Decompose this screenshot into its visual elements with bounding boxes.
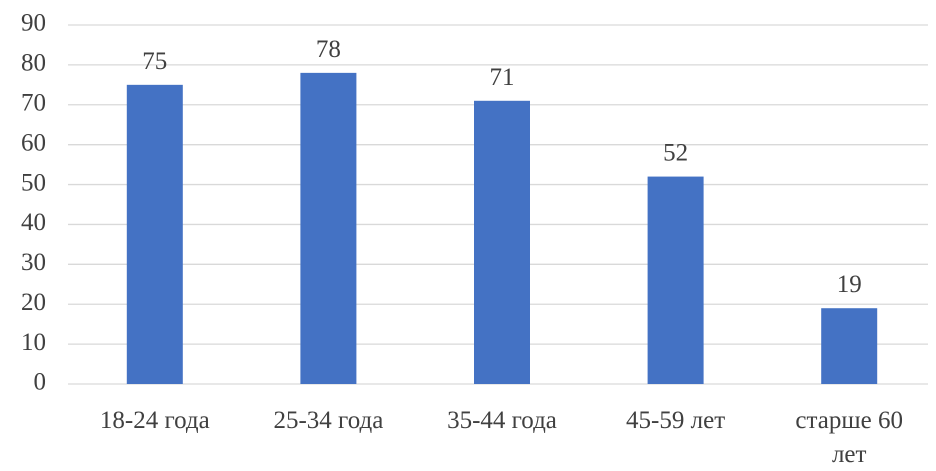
y-tick-label: 10 [21, 329, 46, 356]
bar [821, 308, 878, 384]
bars [126, 72, 878, 385]
y-tick-label: 20 [21, 289, 46, 316]
y-tick-label: 30 [21, 249, 46, 276]
y-tick-label: 80 [21, 50, 46, 77]
data-label: 19 [837, 271, 862, 298]
data-label: 52 [663, 140, 688, 167]
bar [474, 100, 530, 385]
x-tick-label: 35-44 года [447, 407, 557, 434]
data-label: 78 [316, 36, 341, 63]
y-tick-label: 90 [21, 10, 46, 37]
x-tick-label: 18-24 года [100, 407, 210, 434]
x-axis-labels: 18-24 года 25-34 года 35-44 года 45-59 лет с… [100, 407, 903, 468]
y-tick-label: 0 [34, 369, 47, 396]
bar [647, 176, 704, 384]
y-tick-label: 70 [21, 90, 46, 117]
y-tick-label: 50 [21, 169, 46, 196]
x-tick-label: 25-34 года [273, 407, 383, 434]
bar [300, 72, 357, 384]
x-tick-label: старше 60 лет [795, 407, 903, 468]
data-label: 71 [490, 64, 515, 91]
y-axis-ticks: 0 10 20 30 40 50 60 70 80 90 [21, 10, 46, 396]
data-labels: 75 78 71 52 19 [142, 36, 861, 298]
bar [126, 84, 183, 384]
y-tick-label: 60 [21, 129, 46, 156]
data-label: 75 [142, 48, 167, 75]
y-tick-label: 40 [21, 209, 46, 236]
x-tick-label: 45-59 лет [626, 407, 725, 434]
